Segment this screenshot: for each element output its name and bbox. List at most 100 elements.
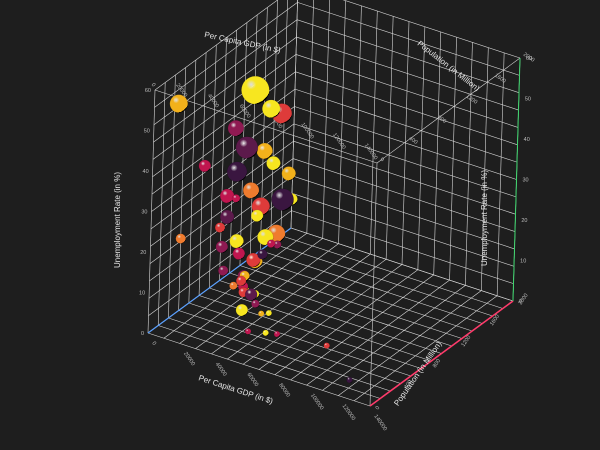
- grid-line-left-wall: [154, 0, 279, 91]
- bubble-point: [235, 275, 247, 287]
- y-tick-label: 30: [141, 210, 147, 216]
- bubble-point: [281, 166, 297, 181]
- grid-line-left-wall: [152, 71, 296, 178]
- y-tick-label: 60: [145, 88, 151, 94]
- x-tick-label-top: 0: [150, 82, 157, 88]
- grid-line-left-wall: [270, 0, 278, 244]
- y-tick-label: 10: [139, 291, 145, 297]
- bubble-point: [226, 161, 248, 183]
- y-tick-label-right: 50: [525, 97, 531, 103]
- bubble-point: [219, 188, 235, 204]
- grid-line-back-wall: [433, 31, 442, 275]
- z-axis-title: Population (in Million): [392, 339, 443, 407]
- grid-line-floor: [239, 265, 463, 339]
- x-axis-title: Per Capita GDP (in $): [197, 373, 274, 406]
- x-axis-line-back: [369, 300, 514, 407]
- bubble-point: [235, 136, 259, 159]
- z-tick-label-top: 2000: [522, 52, 535, 64]
- z-tick-label: 1600: [489, 314, 501, 327]
- frame-edge: [154, 89, 378, 164]
- bubble-point: [215, 240, 229, 254]
- grid-line-floor: [280, 235, 503, 309]
- x-tick-label-top: 120000: [331, 132, 346, 150]
- grid-line-left-wall: [229, 29, 238, 274]
- bubble-point: [251, 299, 260, 309]
- z-tick-label: 400: [403, 379, 413, 390]
- bubble-point: [241, 75, 270, 105]
- grid-line-back-wall: [342, 0, 521, 59]
- z-tick-label-top: 800: [436, 115, 447, 125]
- grid-line-left-wall: [153, 36, 297, 143]
- y-tick-label: 20: [140, 250, 146, 256]
- z-tick-label: 2000: [518, 293, 530, 306]
- bubble-point: [214, 222, 226, 233]
- grid-line-back-wall: [480, 47, 489, 291]
- bubble-point: [217, 265, 229, 276]
- bubble-point: [346, 376, 353, 384]
- grid-line-floor: [270, 242, 493, 317]
- z-tick-label-top: 1200: [465, 94, 478, 106]
- bubble-point: [323, 342, 330, 349]
- grid-line-floor: [250, 257, 473, 332]
- bubble-point: [242, 182, 260, 199]
- x-tick-label: 140000: [372, 414, 387, 432]
- x-axis-title-top: Per Capita GDP (in $): [204, 30, 282, 55]
- x-tick-label: 120000: [341, 403, 356, 421]
- bubble-point: [256, 142, 273, 160]
- bubble-point: [273, 330, 281, 338]
- bubble-point: [244, 288, 258, 301]
- grid-line-floor: [229, 272, 452, 347]
- bubble-point: [244, 328, 252, 335]
- grid-line-back-wall: [496, 52, 505, 296]
- bubble-point: [232, 247, 246, 260]
- grid-line-floor: [260, 250, 483, 324]
- z-tick-label: 1200: [461, 335, 473, 348]
- y-axis-title: Unemployment Rate (in %): [113, 172, 122, 268]
- x-tick-label-top: 140000: [363, 143, 378, 161]
- frame-edge: [376, 57, 521, 164]
- grid-line-floor: [338, 290, 482, 396]
- grid-line-floor: [322, 285, 466, 391]
- grid-line-back-wall: [449, 37, 457, 281]
- z-tick-label-top: 1600: [493, 73, 506, 85]
- z-tick-label: 800: [432, 358, 442, 369]
- bubble-point: [198, 159, 212, 173]
- z-axis-line: [147, 227, 292, 334]
- x-tick-label: 40000: [214, 362, 228, 378]
- z-tick-label: 0: [375, 405, 382, 411]
- grid-line-back-wall: [295, 71, 518, 146]
- bubble-point: [257, 249, 268, 260]
- z-tick-label-top: 400: [407, 136, 418, 146]
- bubble-point: [169, 94, 189, 113]
- bubble-point: [175, 233, 186, 244]
- x-tick-label: 100000: [309, 393, 324, 411]
- bubble-point: [227, 119, 245, 137]
- x-tick-label: 0: [150, 341, 157, 347]
- points-layer: [169, 75, 353, 384]
- bubble-point: [246, 252, 261, 268]
- y-tick-label: 0: [141, 331, 144, 337]
- bubble-point: [229, 233, 244, 249]
- y-tick-label-right: 20: [521, 218, 527, 224]
- bubble-point: [266, 239, 276, 249]
- y-tick-label-right: 0: [519, 299, 522, 305]
- bubble-point: [261, 99, 281, 119]
- grid-line-floor: [353, 295, 498, 402]
- x-tick-label: 80000: [277, 382, 291, 398]
- grid-line-back-wall: [465, 42, 473, 286]
- grid-line-back-wall: [297, 2, 520, 76]
- y-axis-line-back: [512, 57, 521, 302]
- grid-line-back-wall: [417, 26, 426, 270]
- grid-line-back-wall: [294, 106, 517, 180]
- y-axis-title-right: Unemployment Rate (in %): [480, 170, 489, 266]
- x-tick-label: 20000: [182, 351, 196, 367]
- bubble-point: [271, 188, 294, 211]
- bubble-point: [235, 303, 249, 317]
- y-tick-label-right: 60: [526, 56, 532, 62]
- x-tick-label-top: 100000: [299, 122, 314, 140]
- bubble-point: [231, 194, 241, 203]
- bubble-point: [266, 156, 281, 171]
- grid-line-floor: [290, 274, 434, 381]
- axis-layer: [147, 57, 521, 407]
